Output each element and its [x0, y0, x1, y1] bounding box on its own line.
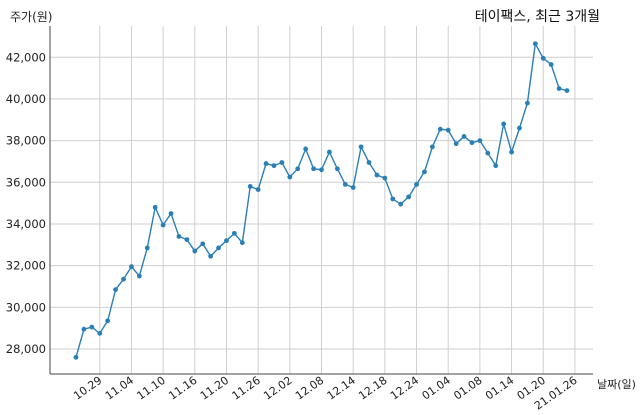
- data-point: [350, 185, 356, 190]
- data-point: [121, 276, 126, 282]
- data-point: [200, 241, 206, 247]
- data-point: [129, 264, 134, 270]
- data-point: [73, 354, 79, 360]
- data-point: [390, 196, 396, 202]
- data-point: [525, 100, 530, 106]
- y-tick-label: 38,000: [6, 134, 46, 148]
- x-tick-label: 01.08: [451, 374, 484, 403]
- data-point: [216, 245, 221, 251]
- data-point: [509, 149, 514, 155]
- data-point: [287, 174, 293, 180]
- x-tick-label: 12.02: [261, 374, 294, 403]
- data-point: [319, 167, 324, 173]
- data-point: [469, 140, 475, 146]
- data-point: [271, 163, 277, 169]
- data-point: [97, 330, 103, 336]
- data-point: [295, 166, 301, 172]
- data-point: [89, 324, 95, 330]
- x-tick-label: 12.24: [388, 374, 421, 403]
- grid-lines: [50, 26, 593, 374]
- data-point: [192, 248, 198, 254]
- x-tick-label: 12.18: [356, 374, 389, 403]
- data-point: [303, 146, 309, 152]
- data-point: [342, 181, 348, 187]
- data-point: [239, 240, 245, 246]
- chart-title: 테이팩스, 최근 3개월: [474, 9, 600, 25]
- x-tick-label: 10.29: [71, 374, 104, 403]
- data-point: [477, 138, 483, 144]
- data-point: [501, 121, 507, 127]
- data-point: [247, 184, 253, 189]
- data-point: [160, 222, 166, 228]
- data-point: [231, 230, 237, 236]
- data-point: [422, 169, 427, 175]
- data-point: [334, 166, 340, 172]
- data-point: [81, 326, 87, 332]
- data-point: [414, 181, 419, 187]
- data-point: [279, 160, 285, 165]
- data-point: [168, 211, 174, 216]
- data-point: [556, 86, 562, 91]
- y-tick-label: 42,000: [6, 50, 46, 64]
- axes: [49, 26, 593, 375]
- data-point: [144, 245, 150, 251]
- data-point: [311, 166, 316, 172]
- x-tick-label: 01.14: [483, 374, 516, 403]
- x-tick-label: 11.16: [166, 374, 199, 403]
- data-point: [398, 201, 404, 207]
- data-point: [429, 144, 435, 150]
- data-point: [461, 134, 467, 139]
- data-point: [564, 88, 570, 93]
- data-point: [540, 55, 546, 61]
- y-axis-label: 주가(원): [10, 10, 53, 24]
- tick-labels: 28,000 30,000 32,000 34,000 36,000 38,000 40,0…: [6, 50, 580, 412]
- data-point: [184, 237, 190, 242]
- data-point: [224, 238, 229, 244]
- x-tick-label: 11.26: [230, 374, 263, 403]
- x-tick-label: 11.10: [135, 374, 168, 403]
- data-point: [485, 150, 491, 156]
- x-tick-label: 01.04: [420, 374, 453, 403]
- data-point: [382, 175, 388, 181]
- data-point: [152, 204, 158, 210]
- data-point: [176, 234, 182, 239]
- data-point: [453, 141, 459, 147]
- x-tick-label: 12.08: [293, 374, 326, 403]
- price-points: [73, 41, 570, 360]
- data-point: [517, 125, 522, 131]
- data-point: [113, 287, 118, 293]
- data-point: [358, 144, 364, 150]
- data-point: [366, 160, 372, 165]
- y-tick-label: 30,000: [6, 300, 46, 314]
- x-axis-label: 날짜(일): [597, 378, 636, 391]
- data-point: [406, 194, 412, 200]
- data-point: [374, 172, 380, 178]
- data-point: [548, 62, 554, 67]
- data-point: [437, 126, 443, 132]
- x-tick-label: 11.04: [103, 374, 136, 403]
- data-point: [136, 273, 142, 279]
- y-tick-label: 28,000: [6, 342, 46, 356]
- data-point: [105, 318, 111, 324]
- y-tick-label: 40,000: [6, 92, 46, 106]
- data-point: [255, 187, 261, 192]
- data-point: [208, 253, 214, 259]
- x-tick-label: 11.20: [198, 374, 231, 403]
- data-point: [263, 161, 269, 166]
- y-tick-label: 36,000: [6, 175, 46, 189]
- x-tick-label: 12.14: [325, 374, 358, 403]
- y-tick-label: 32,000: [6, 259, 46, 273]
- data-point: [532, 41, 538, 47]
- data-point: [445, 127, 451, 133]
- data-point: [327, 149, 332, 155]
- y-tick-label: 34,000: [6, 217, 46, 231]
- data-point: [493, 163, 499, 169]
